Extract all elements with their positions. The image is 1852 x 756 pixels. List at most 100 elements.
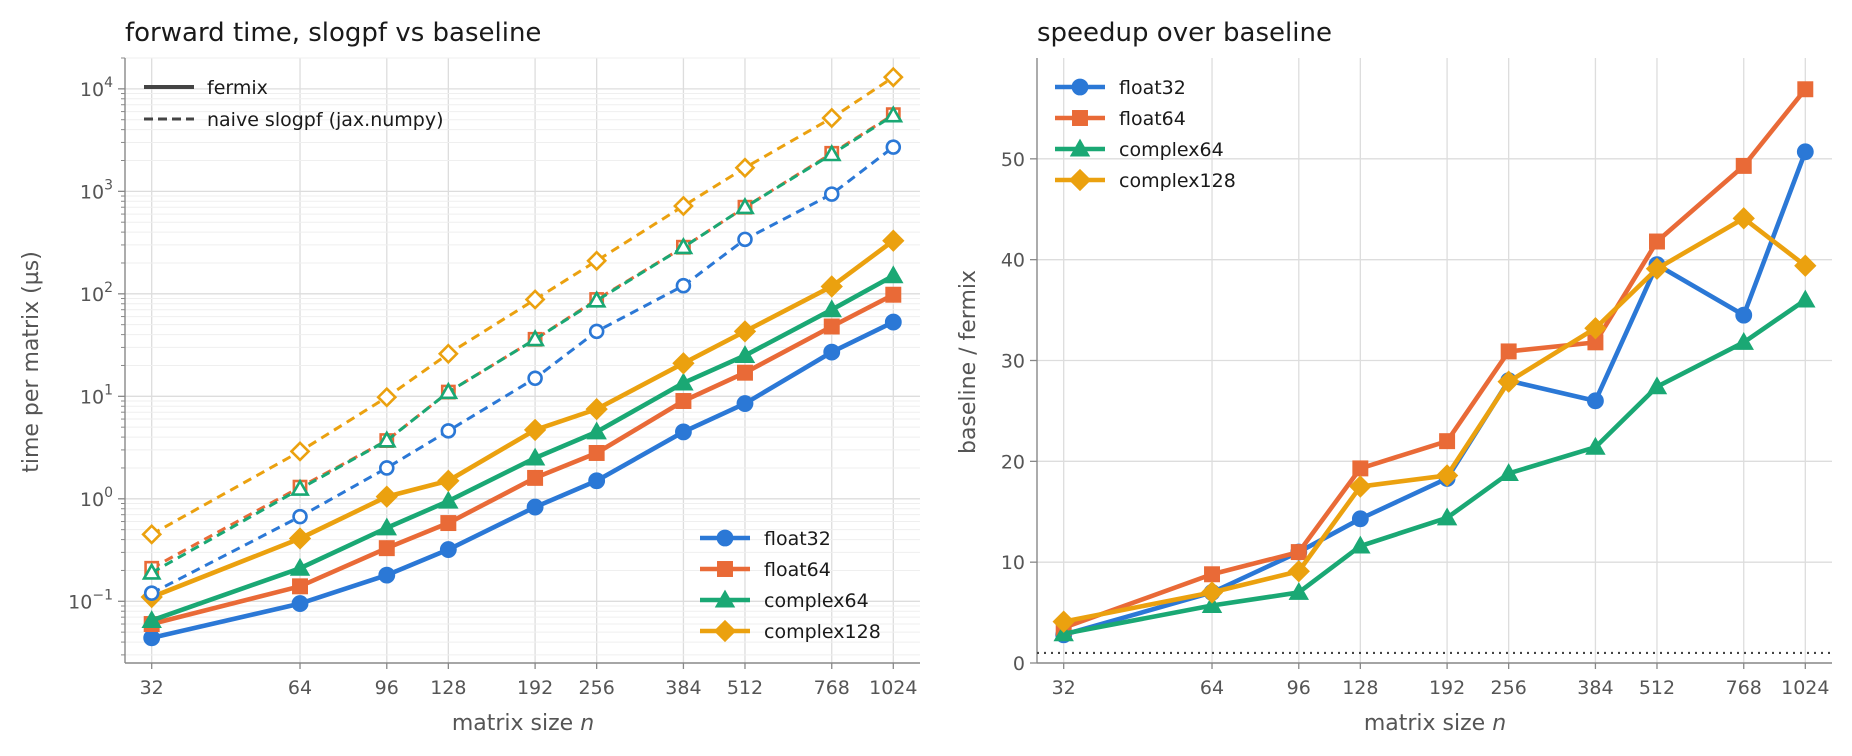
legend-label-complex128: complex128 xyxy=(764,621,881,643)
legend-label-complex128: complex128 xyxy=(1119,170,1236,192)
data-point-complex64 xyxy=(376,517,397,536)
series-line-complex128 xyxy=(150,238,895,600)
data-point-float32 xyxy=(884,313,902,331)
data-point-complex128 xyxy=(1584,317,1607,340)
data-point-float32-naive xyxy=(885,139,902,155)
right-axes xyxy=(1030,58,1832,669)
data-point-complex128-naive xyxy=(673,195,694,217)
data-point-float32 xyxy=(1796,143,1814,161)
data-point-float64 xyxy=(1797,81,1814,98)
data-point-complex64 xyxy=(821,299,842,318)
data-point-float32-naive xyxy=(823,186,840,202)
y-tick-label: 50 xyxy=(1001,149,1025,171)
data-point-complex64 xyxy=(1201,595,1223,614)
data-point-complex128 xyxy=(1435,464,1459,487)
legend-marker-complex64 xyxy=(714,589,736,608)
series-float64-naive xyxy=(144,107,901,576)
x-tick-label: 1024 xyxy=(869,677,917,699)
legend-label-float64: float64 xyxy=(764,559,831,581)
left-y-axis-label: time per matrix (µs) xyxy=(19,251,44,473)
legend-marker-float64 xyxy=(1072,110,1088,126)
left-x-tick-labels: 32 64 96 128 192 256 384 512 768 1024 xyxy=(140,677,918,699)
data-point-float64 xyxy=(1352,460,1369,477)
x-tick-label: 96 xyxy=(375,677,399,699)
left-y-tick-labels: 10−1 100 101 102 103 104 xyxy=(68,75,113,613)
data-point-float32-naive xyxy=(143,585,160,601)
legend-marker-float32 xyxy=(1071,78,1089,96)
series-complex64-naive xyxy=(141,105,904,580)
y-tick-label: 10−1 xyxy=(68,587,113,613)
data-point-complex64-naive xyxy=(525,329,545,347)
data-point-complex128-naive xyxy=(437,343,459,365)
series-float32 xyxy=(1055,143,1814,644)
x-tick-label: 768 xyxy=(814,677,850,699)
series-line-complex128-naive xyxy=(150,75,895,536)
data-point-complex128-naive xyxy=(524,289,546,310)
data-point-complex64 xyxy=(1585,436,1606,455)
legend-marker-float32 xyxy=(716,529,734,547)
y-tick-label: 30 xyxy=(1001,351,1025,373)
y-tick-label: 100 xyxy=(80,485,113,511)
right-series-legend: float32 float64 complex64 complex128 xyxy=(1055,77,1236,192)
y-tick-label: 0 xyxy=(1013,653,1025,675)
series-line-float64-naive xyxy=(150,113,895,570)
data-point-float64 xyxy=(1649,233,1665,250)
data-point-complex64-naive xyxy=(141,562,162,580)
left-series xyxy=(140,66,905,647)
data-point-complex128 xyxy=(672,352,695,375)
data-point-float32-naive xyxy=(737,231,753,248)
style-legend: fermix naive slogpf (jax.numpy) xyxy=(144,77,444,131)
data-point-float32 xyxy=(439,541,457,558)
data-point-complex64 xyxy=(1733,331,1754,350)
data-point-complex128 xyxy=(585,397,608,421)
left-chart-title: forward time, slogpf vs baseline xyxy=(125,18,541,48)
data-point-complex64 xyxy=(673,372,694,391)
data-point-complex64 xyxy=(141,610,162,628)
y-tick-label: 103 xyxy=(80,177,113,203)
data-point-float32 xyxy=(143,629,161,647)
data-point-complex128 xyxy=(1497,370,1520,393)
data-point-complex64 xyxy=(1498,463,1519,481)
series-line-float64 xyxy=(151,292,895,627)
x-tick-label: 128 xyxy=(430,677,466,699)
x-tick-label: 32 xyxy=(1052,677,1076,699)
left-axes xyxy=(118,57,920,669)
series-complex64 xyxy=(1053,289,1816,642)
data-point-float64 xyxy=(1290,544,1307,561)
series-line-complex64-naive xyxy=(150,114,895,575)
data-point-float32-naive xyxy=(675,277,692,294)
series-line-complex128 xyxy=(1063,216,1807,624)
legend-label-complex64: complex64 xyxy=(764,590,869,612)
x-tick-label: 512 xyxy=(727,677,763,699)
x-tick-label: 64 xyxy=(288,677,312,699)
data-point-complex64 xyxy=(1350,535,1371,554)
data-point-complex64 xyxy=(883,265,904,284)
y-tick-label: 10 xyxy=(1001,552,1025,574)
data-point-complex128 xyxy=(523,418,547,442)
series-complex64 xyxy=(141,265,904,628)
data-point-float64 xyxy=(378,540,395,557)
data-point-float32 xyxy=(378,566,396,584)
data-point-float64 xyxy=(737,364,753,381)
data-point-complex128-naive xyxy=(882,66,904,88)
data-point-float64 xyxy=(440,515,457,532)
x-tick-label: 96 xyxy=(1287,677,1311,699)
legend-marker-complex128 xyxy=(713,619,737,643)
data-point-float32-naive xyxy=(292,508,308,525)
panel-forward-time: 32 64 96 128 192 256 384 512 768 1024 10−11001011… xyxy=(19,18,920,736)
data-point-complex128 xyxy=(882,229,905,252)
data-point-float64 xyxy=(588,444,605,461)
data-point-float32 xyxy=(1587,392,1604,410)
data-point-complex128 xyxy=(1052,610,1075,633)
data-point-float32 xyxy=(588,472,606,490)
x-tick-label: 1024 xyxy=(1781,677,1829,699)
data-point-complex64-naive xyxy=(586,290,607,308)
right-y-tick-labels: 0 10 20 30 40 50 xyxy=(1001,149,1025,675)
data-point-complex128 xyxy=(1645,257,1669,280)
x-tick-label: 192 xyxy=(517,677,553,699)
x-tick-label: 32 xyxy=(140,677,164,699)
data-point-complex128 xyxy=(1794,254,1817,277)
legend-marker-complex128 xyxy=(1068,168,1092,192)
data-point-float32 xyxy=(291,595,309,612)
